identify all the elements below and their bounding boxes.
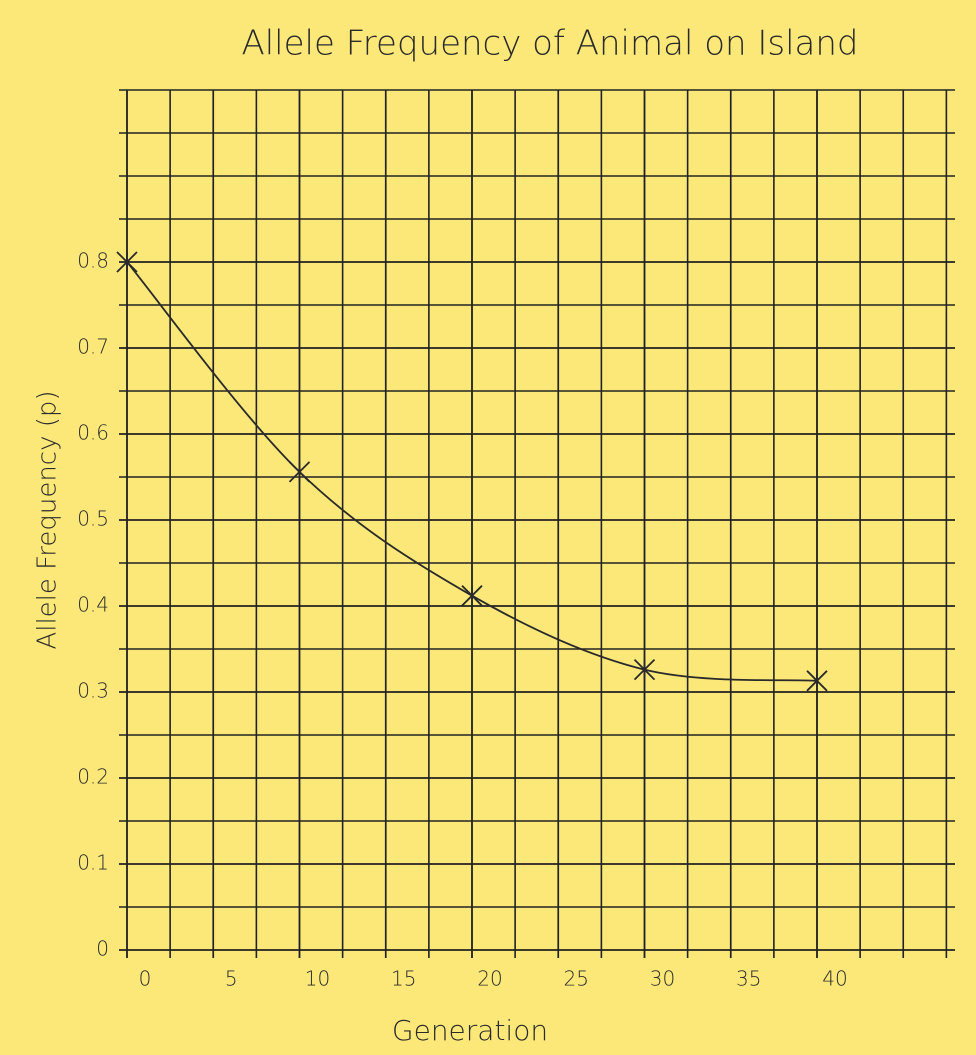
data-point	[290, 462, 310, 482]
x-tick-label: 15	[391, 967, 416, 991]
x-tick-label: 35	[736, 967, 761, 991]
x-tick-label: 10	[305, 967, 330, 991]
page: {"chart_data": {"type": "line", "title":…	[0, 0, 976, 1055]
x-tick-label: 30	[650, 967, 675, 991]
y-tick-label: 0.2	[77, 765, 109, 789]
data-point	[635, 660, 655, 680]
x-tick-label: 40	[822, 967, 847, 991]
x-tick-label: 25	[564, 967, 589, 991]
y-tick-label: 0.4	[77, 593, 109, 617]
data-point	[462, 586, 482, 606]
x-tick-label: 20	[477, 967, 502, 991]
y-tick-label: 0.8	[77, 249, 109, 273]
x-tick-label: 0	[139, 967, 152, 991]
y-tick-label: 0.3	[77, 679, 109, 703]
y-tick-label: 0.7	[77, 335, 109, 359]
x-tick-label: 5	[225, 967, 238, 991]
y-axis-label: Allele Frequency (p)	[33, 390, 63, 649]
y-tick-label: 0.5	[77, 507, 109, 531]
y-tick-label: 0	[96, 937, 109, 961]
y-tick-label: 0.6	[77, 421, 109, 445]
y-tick-label: 0.1	[77, 851, 109, 875]
chart-title: Allele Frequency of Animal on Island	[241, 24, 858, 64]
chart: Allele Frequency of Animal on Island Gen…	[0, 0, 976, 1055]
x-axis-label: Generation	[392, 1014, 548, 1047]
